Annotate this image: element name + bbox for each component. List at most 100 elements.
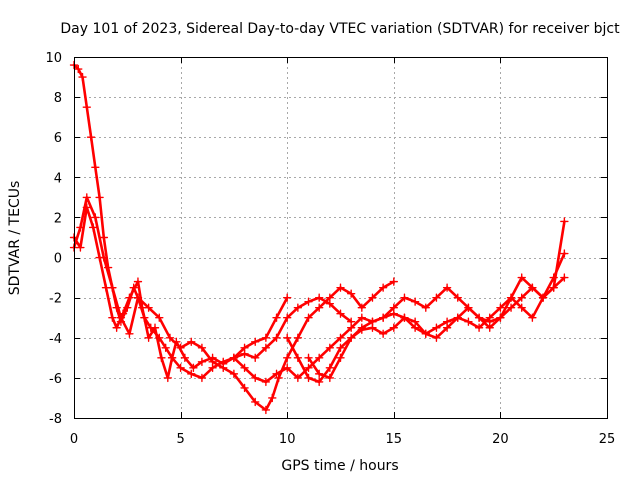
chart-title: Day 101 of 2023, Sidereal Day-to-day VTE… bbox=[60, 21, 620, 37]
series-trace-3 bbox=[69, 193, 398, 415]
data-point bbox=[167, 353, 177, 363]
series-line bbox=[307, 252, 566, 380]
data-point bbox=[150, 323, 160, 332]
data-point bbox=[346, 323, 356, 332]
data-point bbox=[368, 293, 377, 302]
data-point bbox=[197, 357, 207, 367]
data-point bbox=[453, 313, 462, 322]
data-point bbox=[421, 303, 430, 312]
series-line bbox=[72, 206, 353, 380]
data-point bbox=[219, 363, 228, 373]
x-tick-label: 15 bbox=[386, 432, 403, 447]
data-point bbox=[517, 303, 526, 312]
data-point bbox=[99, 233, 109, 242]
data-point bbox=[112, 323, 121, 332]
data-point bbox=[378, 313, 388, 322]
series-trace-6 bbox=[304, 249, 569, 383]
data-point bbox=[442, 323, 452, 332]
data-point bbox=[336, 343, 345, 353]
data-point bbox=[108, 313, 117, 322]
data-point bbox=[283, 333, 292, 342]
data-point bbox=[88, 223, 98, 232]
data-point bbox=[261, 377, 271, 387]
data-point bbox=[82, 193, 91, 202]
data-point bbox=[325, 373, 335, 383]
data-point bbox=[208, 357, 217, 367]
data-point bbox=[251, 373, 260, 383]
data-series bbox=[69, 60, 569, 415]
x-tick-label: 25 bbox=[599, 432, 616, 447]
data-point bbox=[410, 297, 420, 306]
data-point bbox=[163, 373, 173, 383]
y-tick-label: 6 bbox=[54, 131, 62, 146]
data-point bbox=[293, 353, 303, 363]
data-point bbox=[314, 293, 324, 302]
data-point bbox=[240, 349, 249, 359]
data-point bbox=[560, 217, 569, 226]
data-point bbox=[251, 337, 260, 346]
data-point bbox=[293, 373, 303, 383]
data-point bbox=[197, 343, 207, 353]
data-point bbox=[485, 323, 494, 332]
data-point bbox=[528, 313, 537, 322]
data-point bbox=[74, 64, 83, 74]
data-point bbox=[261, 343, 271, 353]
x-tick-labels: 0 5 10 15 20 25 bbox=[70, 432, 615, 447]
data-point bbox=[165, 333, 175, 342]
data-point bbox=[325, 363, 335, 373]
data-point bbox=[389, 323, 398, 332]
data-point bbox=[432, 333, 441, 342]
data-point bbox=[176, 343, 185, 353]
series-line bbox=[232, 220, 566, 384]
grid bbox=[74, 57, 607, 418]
data-point bbox=[474, 313, 484, 322]
data-point bbox=[91, 163, 100, 172]
data-point bbox=[506, 303, 516, 312]
data-point bbox=[229, 353, 239, 363]
data-point bbox=[432, 293, 441, 302]
data-point bbox=[155, 313, 164, 322]
y-tick-labels: -8 -6 -4 -2 0 2 4 6 8 10 bbox=[45, 51, 62, 427]
data-point bbox=[528, 283, 537, 292]
data-point bbox=[82, 102, 91, 112]
data-point bbox=[389, 309, 398, 318]
data-point bbox=[304, 297, 313, 306]
data-point bbox=[517, 273, 526, 282]
y-tick-label: 4 bbox=[54, 171, 62, 186]
data-point bbox=[197, 373, 207, 383]
y-tick-label: -2 bbox=[49, 292, 62, 307]
y-tick-label: 8 bbox=[54, 91, 62, 106]
data-point bbox=[189, 363, 198, 373]
data-point bbox=[496, 303, 505, 312]
data-point bbox=[86, 133, 96, 142]
data-point bbox=[453, 293, 462, 302]
data-point bbox=[560, 249, 569, 258]
series-line bbox=[72, 63, 289, 380]
y-tick-label: -4 bbox=[49, 332, 62, 347]
data-point bbox=[144, 303, 153, 312]
data-point bbox=[357, 303, 367, 312]
data-point bbox=[261, 405, 271, 415]
data-point bbox=[368, 323, 377, 332]
data-point bbox=[325, 343, 335, 353]
data-point bbox=[293, 333, 303, 342]
data-point bbox=[485, 313, 494, 322]
x-axis-label: GPS time / hours bbox=[281, 458, 398, 474]
data-point bbox=[240, 383, 249, 393]
data-point bbox=[125, 293, 134, 302]
data-point bbox=[304, 353, 313, 363]
y-axis-label: SDTVAR / TECUs bbox=[7, 181, 23, 296]
data-point bbox=[378, 329, 388, 338]
y-tick-label: 0 bbox=[54, 252, 62, 267]
data-point bbox=[304, 373, 313, 383]
data-point bbox=[76, 223, 85, 232]
data-point bbox=[272, 369, 281, 379]
data-point bbox=[293, 303, 303, 312]
data-point bbox=[180, 353, 190, 363]
data-point bbox=[272, 313, 281, 322]
data-point bbox=[357, 313, 367, 322]
data-point bbox=[314, 369, 324, 379]
data-point bbox=[304, 313, 313, 322]
tick-marks bbox=[74, 57, 608, 419]
